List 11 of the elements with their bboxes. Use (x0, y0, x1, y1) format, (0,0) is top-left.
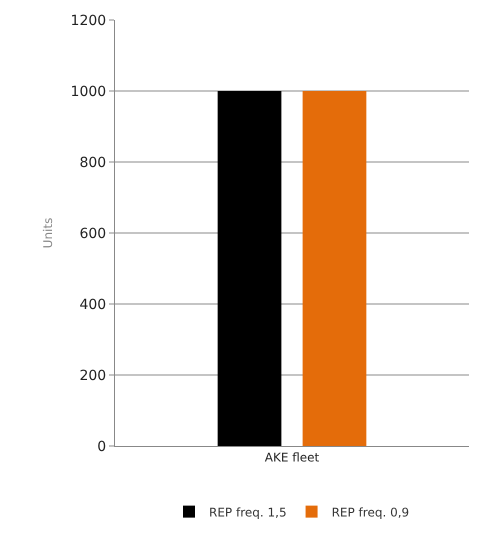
y-tick-label: 200 (79, 368, 106, 384)
legend-label: REP freq. 0,9 (332, 505, 410, 520)
y-tick-label: 600 (79, 226, 106, 242)
y-tick-label: 400 (79, 296, 106, 313)
y-axis-title: Units (40, 218, 55, 248)
y-tick-label: 1200 (70, 12, 106, 29)
y-tick-label: 0 (97, 438, 106, 455)
y-tick-label: 800 (79, 154, 106, 171)
y-tick-label: 1000 (70, 84, 106, 100)
legend-label: REP freq. 1,5 (209, 505, 287, 520)
x-tick-label: AKE fleet (264, 450, 320, 464)
